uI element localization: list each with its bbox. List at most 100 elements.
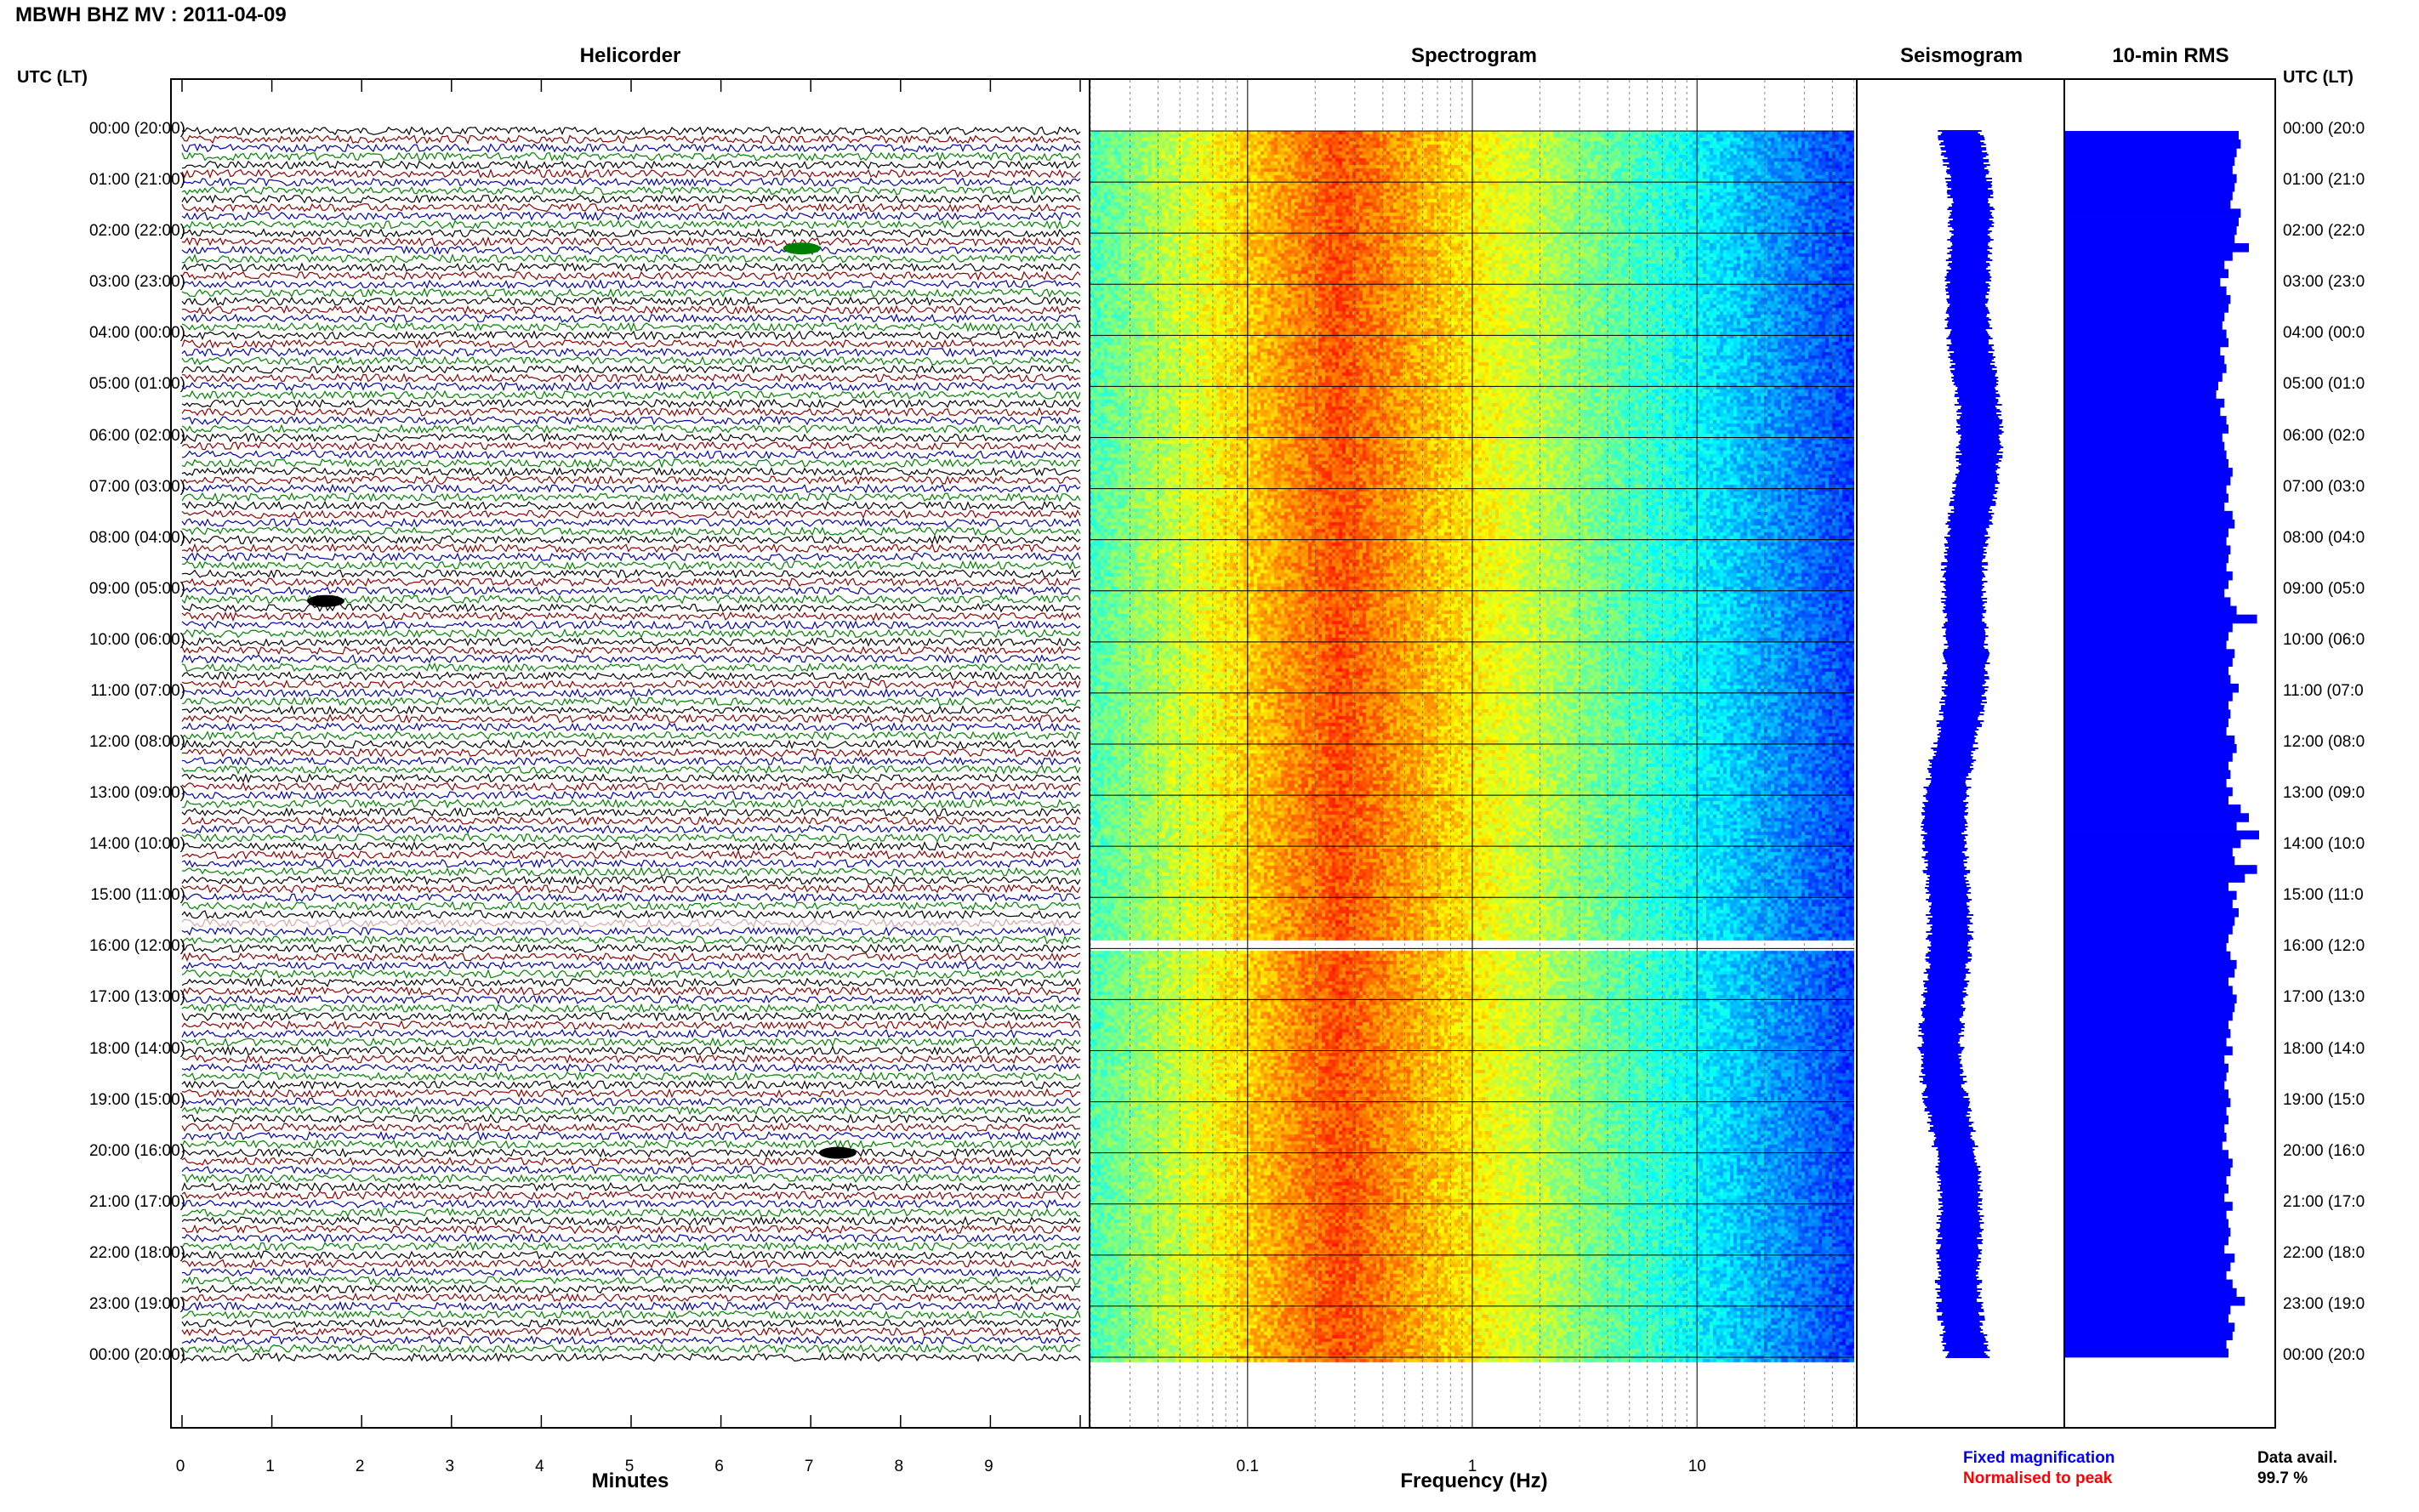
rms-bar <box>2065 1184 2228 1194</box>
time-label-left: 03:00 (23:00) <box>88 273 185 292</box>
rms-bar <box>2065 994 2237 1004</box>
helicorder-trace <box>181 1174 1081 1184</box>
helicorder-trace <box>181 1045 1081 1056</box>
helicorder-trace <box>181 730 1081 742</box>
helicorder-event <box>818 1146 857 1159</box>
rms-bar <box>2065 458 2228 469</box>
helicorder-trace <box>181 1003 1081 1014</box>
rms-bar <box>2065 372 2223 382</box>
rms-bar <box>2065 1339 2227 1350</box>
rms-bar <box>2065 502 2225 512</box>
helicorder-trace <box>181 194 1081 205</box>
time-label-right: 09:00 (05:0 <box>2283 579 2365 598</box>
rms-bar <box>2065 1132 2227 1142</box>
helicorder-trace <box>181 637 1081 647</box>
helicorder-trace <box>181 236 1081 247</box>
seismogram-plot <box>1917 130 2004 1358</box>
helicorder-trace <box>181 952 1081 963</box>
helicorder-trace <box>181 211 1081 221</box>
helicorder-trace <box>181 1088 1081 1099</box>
helicorder-trace <box>181 296 1081 307</box>
helicorder-trace <box>181 143 1081 153</box>
rms-bar <box>2065 485 2227 494</box>
helicorder-trace <box>181 1164 1081 1175</box>
time-label-left: 17:00 (13:00) <box>88 988 185 1007</box>
helicorder-trace <box>181 1284 1081 1294</box>
helicorder-trace <box>181 1300 1081 1311</box>
rms-bar <box>2065 406 2221 417</box>
rms-bar <box>2065 1314 2228 1323</box>
rms-bar <box>2065 364 2227 373</box>
utc-label-right: UTC (LT) <box>2283 68 2354 87</box>
rms-bar <box>2065 312 2225 321</box>
rms-bar <box>2065 778 2227 788</box>
rms-bar <box>2065 701 2228 710</box>
rms-bar <box>2065 381 2218 391</box>
helicorder-trace <box>181 577 1081 588</box>
rms-bar <box>2065 761 2228 770</box>
rms-bar <box>2065 433 2223 442</box>
helicorder-trace <box>181 875 1081 886</box>
rms-bar <box>2065 165 2233 175</box>
rms-bar <box>2065 770 2231 780</box>
page-title: MBWH BHZ MV : 2011-04-09 <box>15 3 287 26</box>
rms-bar <box>2065 674 2231 685</box>
rms-bar <box>2065 1236 2228 1246</box>
helicorder-trace <box>181 687 1081 698</box>
helicorder-trace <box>181 372 1080 384</box>
time-label-left: 23:00 (19:00) <box>88 1294 185 1313</box>
helicorder-trace <box>181 568 1081 579</box>
rms-bar <box>2065 977 2228 986</box>
spectrogram-panel <box>1090 78 1858 1429</box>
rms-bar <box>2065 1348 2228 1358</box>
rms-bar <box>2065 899 2233 909</box>
rms-bar <box>2065 907 2239 918</box>
helicorder-trace <box>181 1181 1081 1192</box>
rms-bar <box>2065 389 2217 400</box>
rms-bar <box>2065 441 2225 452</box>
helicorder-trace <box>181 713 1081 724</box>
rms-bar <box>2065 1287 2237 1298</box>
rms-bar <box>2065 1141 2223 1151</box>
rms-bar <box>2065 200 2231 209</box>
rms-plot <box>2065 131 2259 1358</box>
seismogram-trace <box>1917 130 2004 1358</box>
helicorder-trace <box>181 1266 1081 1277</box>
helicorder-trace <box>181 773 1081 784</box>
helicorder-trace <box>181 202 1081 213</box>
rms-bar <box>2065 1305 2231 1315</box>
helicorder-trace <box>181 1011 1081 1022</box>
time-label-left: 12:00 (08:00) <box>88 733 185 751</box>
time-label-right: 12:00 (08:0 <box>2283 733 2365 751</box>
rms-title: 10-min RMS <box>2112 44 2229 67</box>
rms-bar <box>2065 1098 2231 1107</box>
helicorder-event <box>783 242 821 255</box>
time-label-left: 11:00 (07:00) <box>90 681 185 700</box>
rms-bar <box>2065 1279 2233 1289</box>
rms-bar <box>2065 890 2237 901</box>
time-label-left: 13:00 (09:00) <box>88 784 185 803</box>
helicorder-trace <box>181 926 1081 937</box>
rms-bar <box>2065 614 2257 624</box>
time-label-left: 07:00 (03:00) <box>88 477 185 496</box>
rms-bar <box>2065 847 2233 857</box>
helicorder-trace <box>181 824 1081 834</box>
helicorder-trace <box>181 602 1081 613</box>
helicorder-trace <box>181 1199 1081 1209</box>
rms-bar <box>2065 622 2233 633</box>
helicorder-trace <box>181 1105 1081 1116</box>
helicorder-trace <box>181 943 1081 954</box>
helicorder-trace <box>181 1351 1081 1362</box>
legend-fixed: Fixed magnification <box>1963 1449 2115 1467</box>
helicorder-plot <box>181 80 1081 1427</box>
helicorder-trace <box>181 1224 1081 1235</box>
rms-bar <box>2065 156 2235 167</box>
rms-bar <box>2065 225 2237 236</box>
helicorder-trace <box>181 1335 1081 1346</box>
rms-bar <box>2065 951 2231 961</box>
helicorder-panel <box>170 78 1090 1429</box>
rms-bar <box>2065 191 2233 201</box>
rms-bar <box>2065 416 2227 425</box>
helicorder-trace <box>182 747 1081 759</box>
rms-bar <box>2065 1123 2225 1134</box>
